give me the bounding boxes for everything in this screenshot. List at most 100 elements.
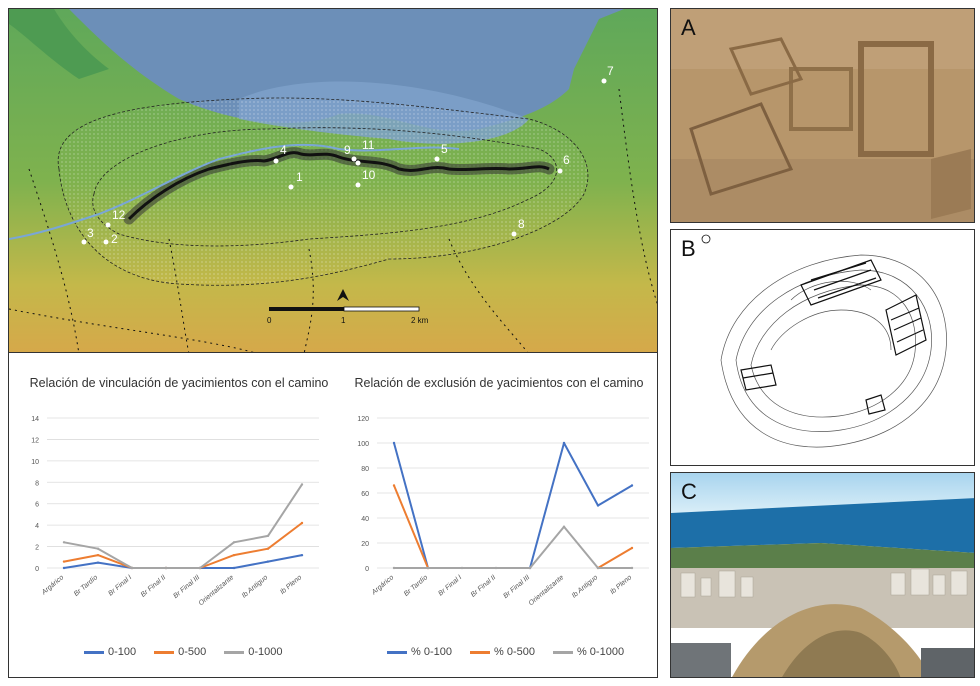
y-tick-label: 14 — [31, 416, 39, 423]
series-line-0-1000 — [63, 483, 303, 569]
data-point — [96, 561, 100, 564]
photo-a: A — [670, 8, 975, 223]
legend-item: 0-500 — [154, 646, 206, 658]
panel-label-c: C — [681, 479, 697, 504]
legend-label: 0-100 — [108, 646, 137, 658]
scale-label: 0 — [267, 316, 272, 325]
panel-label-b: B — [681, 236, 696, 261]
data-point — [494, 566, 498, 570]
y-tick-label: 80 — [361, 466, 369, 473]
data-point — [300, 521, 304, 525]
data-point — [96, 547, 100, 550]
data-point — [266, 534, 270, 538]
site-label: 9 — [344, 143, 351, 157]
data-point — [232, 553, 236, 557]
data-point — [596, 504, 600, 507]
data-point — [392, 566, 396, 570]
x-tick-label: Ib Antiguo — [241, 574, 270, 600]
data-point — [232, 541, 236, 544]
x-tick-label: Br Final III — [172, 574, 201, 600]
site-label: 8 — [518, 217, 525, 231]
buffer-1000m — [57, 97, 589, 286]
y-tick-label: 60 — [361, 491, 369, 498]
aerial-photo — [671, 473, 974, 677]
data-point — [630, 546, 634, 550]
y-tick-label: 0 — [365, 566, 369, 573]
site-plan-b: B — [670, 229, 975, 466]
data-point — [596, 566, 600, 570]
site-plan-drawing — [701, 234, 947, 448]
site-label: 2 — [111, 232, 118, 246]
x-tick-label: Ib Pleno — [609, 574, 633, 596]
legend-label: % 0-1000 — [576, 646, 625, 658]
series-line--0-500 — [393, 485, 633, 569]
x-tick-label: Br Final I — [437, 574, 463, 597]
data-point — [426, 566, 430, 570]
x-tick-label: Br Final III — [502, 574, 531, 600]
x-tick-label: Br Final I — [107, 574, 133, 597]
x-tick-label: Br Final II — [140, 574, 167, 599]
series-line--0-1000 — [394, 525, 632, 569]
x-tick-label: Br Tardío — [73, 574, 99, 598]
y-tick-label: 4 — [35, 523, 39, 530]
legend-item: % 0-100 — [387, 646, 452, 658]
site-label: 12 — [112, 208, 126, 222]
site-markers: 1 2 3 4 5 6 7 8 9 10 11 12 — [81, 64, 614, 246]
data-point — [198, 566, 202, 570]
site-label: 6 — [563, 153, 570, 167]
data-point — [164, 566, 168, 570]
series-line--0-100 — [393, 442, 633, 569]
chart-2-legend: % 0-100 % 0-500 % 0-1000 — [387, 646, 624, 658]
ancient-road — [127, 151, 550, 221]
chart-2: 0 20 40 60 80 100 120 Argárico Br Tardío Br Final… — [357, 416, 649, 607]
data-point — [96, 553, 100, 557]
x-tick-label: Orientalizante — [528, 574, 566, 607]
data-point — [130, 566, 134, 570]
site-label: 4 — [280, 143, 287, 157]
y-tick-label: 2 — [35, 545, 39, 552]
data-point — [300, 483, 304, 486]
north-arrow-icon — [337, 289, 349, 301]
data-point — [62, 566, 66, 570]
data-point — [266, 547, 270, 550]
x-tick-label: Argárico — [40, 574, 65, 597]
y-tick-label: 40 — [361, 516, 369, 523]
scale-label: 2 km — [411, 316, 429, 325]
data-point — [562, 525, 566, 528]
data-point — [562, 441, 566, 445]
data-point — [62, 560, 66, 563]
site-label: 10 — [362, 168, 376, 182]
charts-panel: Relación de vinculación de yacimientos c… — [8, 353, 658, 678]
map-canvas: 0 1 2 km 1 2 3 4 5 6 7 8 9 10 11 12 — [9, 9, 657, 352]
y-tick-label: 0 — [35, 566, 39, 573]
y-tick-label: 10 — [31, 459, 39, 466]
buffer-500m — [92, 127, 557, 247]
data-point — [528, 566, 532, 570]
y-tick-label: 100 — [357, 441, 369, 448]
x-tick-label: Orientalizante — [198, 574, 236, 607]
legend-label: % 0-500 — [493, 646, 535, 658]
chart-1-legend: 0-100 0-500 0-1000 — [84, 646, 283, 658]
excavation-photo — [671, 9, 974, 222]
legend-label: 0-1000 — [248, 646, 283, 658]
x-tick-label: Br Final II — [470, 574, 497, 599]
north-icon — [701, 234, 711, 244]
y-tick-label: 120 — [357, 416, 369, 423]
legend-label: % 0-100 — [411, 646, 452, 658]
data-point — [62, 541, 66, 544]
y-tick-label: 12 — [31, 437, 39, 444]
site-map: 0 1 2 km 1 2 3 4 5 6 7 8 9 10 11 12 — [8, 8, 658, 353]
x-tick-label: Ib Antiguo — [571, 574, 600, 600]
legend-item: % 0-500 — [469, 646, 535, 658]
data-point — [266, 560, 270, 563]
series-line-0-100 — [63, 554, 303, 569]
data-point — [630, 566, 634, 570]
data-point — [300, 553, 304, 557]
legend-item: 0-1000 — [224, 646, 283, 658]
y-tick-label: 6 — [35, 502, 39, 509]
river — [9, 143, 460, 240]
chart-2-title: Relación de exclusión de yacimientos con… — [354, 376, 644, 390]
paths — [9, 88, 657, 352]
y-tick-label: 20 — [361, 541, 369, 548]
legend-item: 0-100 — [84, 646, 136, 658]
